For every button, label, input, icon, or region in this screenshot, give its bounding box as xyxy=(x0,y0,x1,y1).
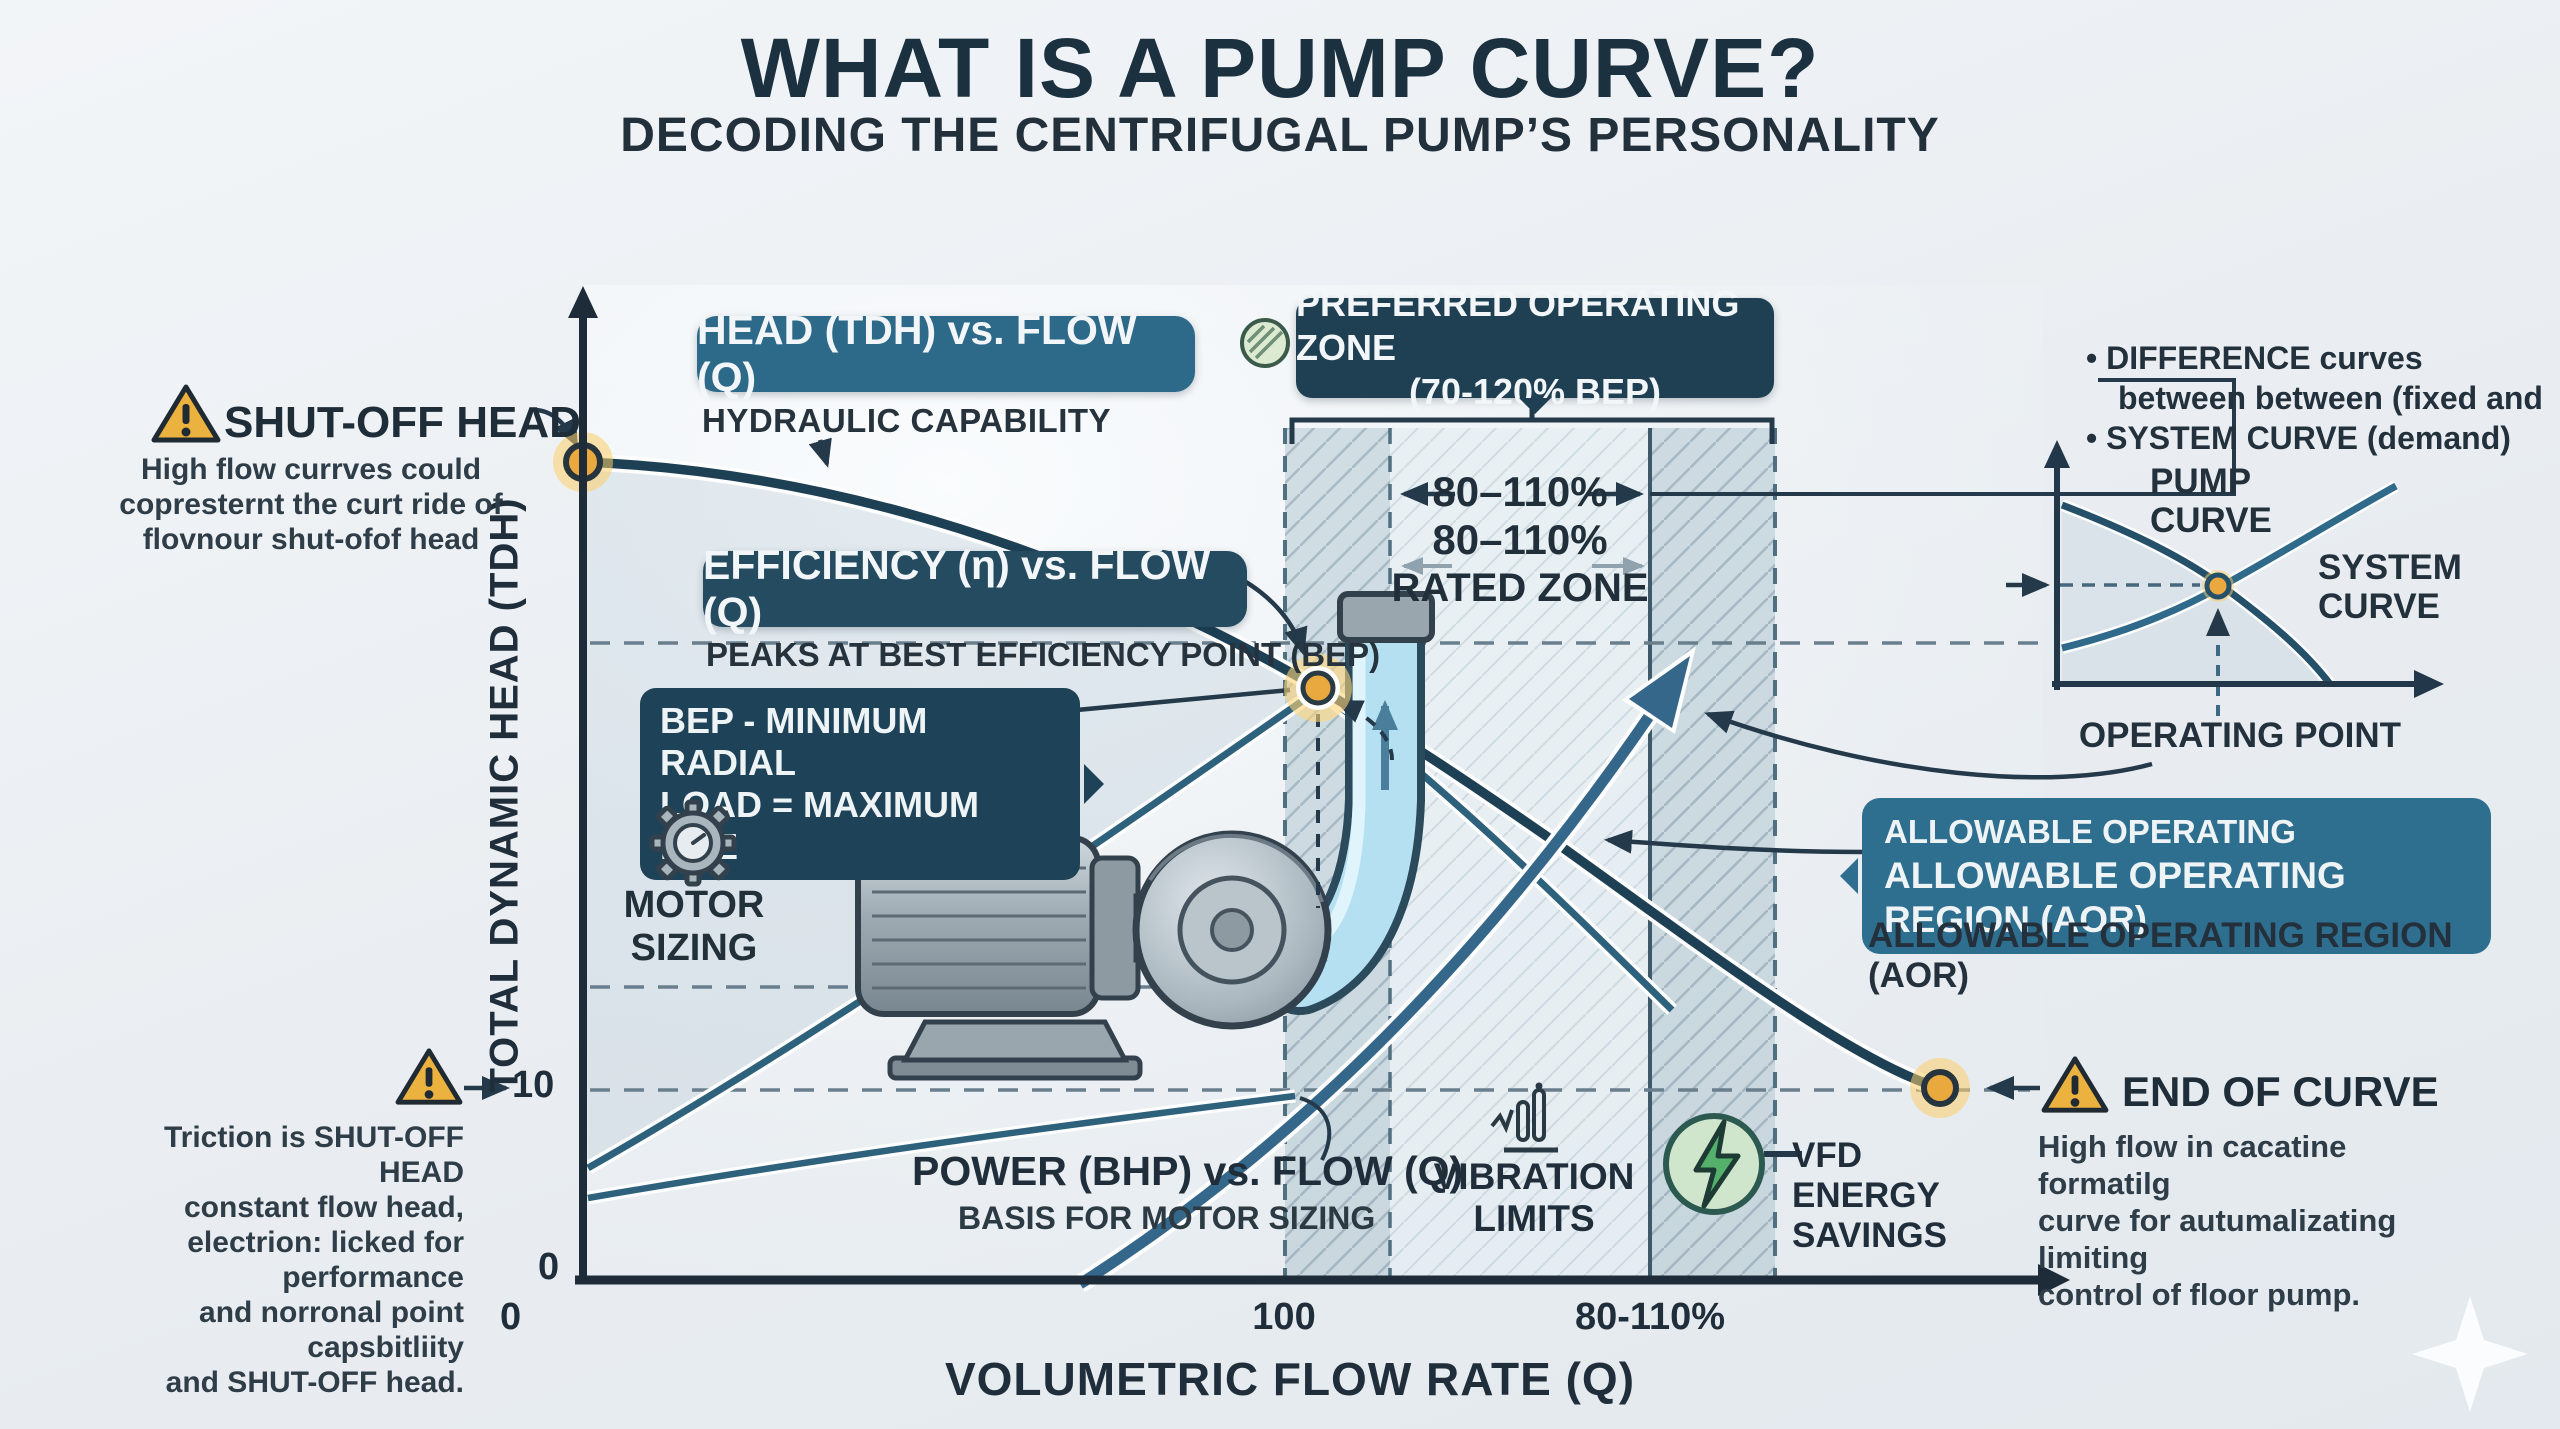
bottom-note-line: constant flow head, xyxy=(183,1191,464,1224)
vfd-savings-label: VFD ENERGY SAVINGS xyxy=(1792,1136,1947,1256)
bep-badge: BEP - MINIMUM RADIAL LOAD = MAXIMUM LIFE xyxy=(640,688,1080,880)
vibration-line: LIMITS xyxy=(1473,1198,1595,1239)
warning-icon xyxy=(151,384,221,443)
vfd-line: ENERGY xyxy=(1792,1176,1940,1215)
preferred-zone-line: PREFERRED OPERATING ZONE xyxy=(1296,283,1740,368)
x-tick-80-110: 80-110% xyxy=(1574,1296,1726,1338)
bottom-note-line: Triction is SHUT-OFF HEAD xyxy=(163,1121,464,1189)
inset-pump-curve-label: PUMP CURVE xyxy=(2150,462,2272,540)
bep-point xyxy=(1284,654,1352,722)
rated-range-1: 80–110% xyxy=(1432,468,1608,515)
bep-line: BEP - MINIMUM RADIAL xyxy=(660,700,928,783)
vibration-limits-label: VIBRATION LIMITS xyxy=(1434,1156,1635,1240)
end-of-curve-line: curve for autumalizating limiting xyxy=(2038,1203,2397,1275)
shutoff-note: High flow currves could copresternt the … xyxy=(88,452,534,557)
curve-bullet-list: • DIFFERENCE curves between between (fix… xyxy=(2086,338,2543,458)
zone-leaf-icon xyxy=(1240,318,1290,368)
head-flow-sub: HYDRAULIC CAPABILITY xyxy=(702,402,1112,439)
x-tick-0: 0 xyxy=(500,1296,522,1338)
gridlines xyxy=(590,641,2040,1092)
efficiency-curve xyxy=(584,681,1677,1175)
power-flow-label: POWER (BHP) vs. FLOW (Q) xyxy=(912,1148,1464,1194)
efficiency-badge: EFFICIENCY (η) vs. FLOW (Q) xyxy=(703,542,1247,635)
rated-range-2: 80–110% xyxy=(1432,516,1608,563)
vibration-line: VIBRATION xyxy=(1433,1156,1635,1197)
power-curve xyxy=(586,1089,1296,1205)
vibration-icon xyxy=(1490,1082,1558,1153)
preferred-zone-badge: PREFERRED OPERATING ZONE (70-120% BEP) xyxy=(1296,283,1774,412)
shutoff-heading: SHUT-OFF HEAD xyxy=(224,398,581,447)
x-tick-100: 100 xyxy=(1252,1296,1316,1338)
shutoff-bottom-note: Triction is SHUT-OFF HEAD constant flow … xyxy=(84,1120,464,1400)
sparkle-icon xyxy=(2412,1296,2528,1412)
vfd-bolt-icon xyxy=(1663,1113,1765,1215)
preferred-zone-line: (70-120% BEP) xyxy=(1408,371,1662,412)
head-flow-badge: HEAD (TDH) vs. FLOW (Q) xyxy=(697,307,1195,400)
motor-line: SIZING xyxy=(630,927,758,969)
main-axes xyxy=(568,286,2070,1296)
shutoff-note-line: copresternt the curt ride of xyxy=(119,488,503,521)
y-tick-10: 10 xyxy=(512,1064,555,1106)
gear-icon xyxy=(649,799,737,887)
aor-sub: ALLOWABLE OPERATING REGION (AOR) xyxy=(1868,916,2453,995)
end-of-curve-heading: END OF CURVE xyxy=(2122,1068,2439,1115)
x-axis-label: VOLUMETRIC FLOW RATE (Q) xyxy=(944,1353,1636,1405)
end-of-curve-point xyxy=(1910,1058,1970,1118)
bottom-note-line: and norronal point capsbitliity xyxy=(199,1296,464,1364)
shutoff-note-line: High flow currves could xyxy=(140,453,482,486)
rated-zone-text: RATED ZONE xyxy=(1391,566,1649,610)
vfd-line: SAVINGS xyxy=(1792,1216,1947,1255)
aor-badge-line: ALLOWABLE OPERATING xyxy=(1884,813,2296,850)
aor-badge: ALLOWABLE OPERATING ALLOWABLE OPERATING … xyxy=(1862,798,2491,954)
annotation-connectors xyxy=(464,378,2236,1161)
shutoff-note-line: flovnour shut-ofof head xyxy=(142,523,480,556)
end-of-curve-note: High flow in cacatine formatilg curve fo… xyxy=(2038,1128,2458,1313)
aor-badge-line: ALLOWABLE OPERATING REGION (AOR) xyxy=(1884,855,2346,940)
motor-line: MOTOR xyxy=(623,884,765,926)
vfd-line: VFD xyxy=(1792,1136,1862,1175)
power-flow-sub: BASIS FOR MOTOR SIZING xyxy=(958,1200,1376,1236)
bottom-note-line: and SHUT-OFF head. xyxy=(165,1366,464,1399)
warning-icon xyxy=(2041,1056,2109,1113)
bullet-line: between between (fixed and xyxy=(2118,380,2543,416)
efficiency-sub: PEAKS AT BEST EFFICIENCY POINT (BEP) xyxy=(706,636,1381,673)
bullet-line: • DIFFERENCE curves xyxy=(2086,340,2423,376)
pump-illustration xyxy=(855,591,1435,1081)
inset-system-curve-label: SYSTEM CURVE xyxy=(2318,548,2462,626)
bullet-line: • SYSTEM CURVE (demand) xyxy=(2086,420,2511,456)
inset-chart xyxy=(2006,440,2444,716)
inset-operating-point-label: OPERATING POINT xyxy=(2078,716,2402,755)
motor-sizing-label: MOTOR SIZING xyxy=(624,884,765,970)
system-curve-arrow xyxy=(1074,646,1696,1293)
bottom-note-line: electrion: licked for performance xyxy=(187,1226,464,1294)
page-title: WHAT IS A PUMP CURVE? xyxy=(740,21,1820,115)
end-of-curve-line: control of floor pump. xyxy=(2038,1277,2361,1312)
y-axis-label: TOTAL DYNAMIC HEAD (TDH) xyxy=(482,497,527,1093)
warning-icon xyxy=(395,1048,463,1105)
page-subtitle: DECODING THE CENTRIFUGAL PUMP’S PERSONAL… xyxy=(620,109,1940,162)
y-tick-0: 0 xyxy=(538,1246,560,1288)
rated-zone-label: 80–110% 80–110% RATED ZONE xyxy=(1391,468,1648,612)
end-of-curve-line: High flow in cacatine formatilg xyxy=(2038,1129,2347,1201)
